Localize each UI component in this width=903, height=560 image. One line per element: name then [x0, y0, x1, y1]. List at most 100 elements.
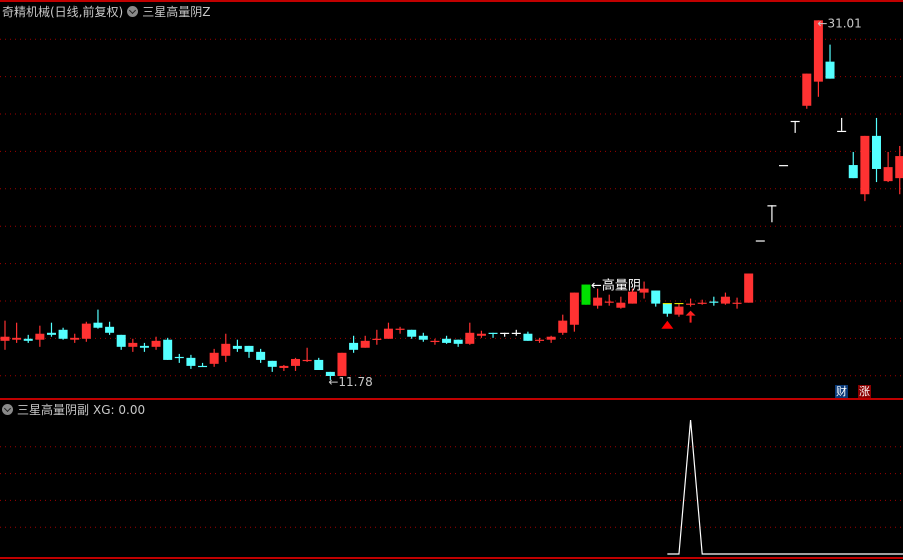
sub-title-bar: 三星高量阴副 XG: 0.00	[2, 401, 145, 418]
candle	[895, 145, 903, 195]
main-title-bar: 奇精机械(日线,前复权) 三星高量阴Z	[2, 3, 210, 20]
candle	[802, 73, 812, 109]
candle	[116, 334, 126, 350]
candle-body	[372, 338, 382, 340]
candle	[105, 321, 115, 335]
candle-body	[360, 340, 370, 348]
candle	[825, 44, 835, 79]
candle-body	[697, 302, 707, 304]
candle-body	[395, 328, 405, 330]
candle	[860, 135, 870, 202]
candle-body	[500, 332, 510, 334]
candle-body	[755, 240, 765, 242]
candle-body	[337, 352, 347, 376]
candle-body	[790, 120, 800, 123]
candle	[627, 288, 637, 304]
candle	[872, 117, 881, 183]
candle	[349, 335, 359, 353]
candle	[616, 296, 626, 309]
panel-divider[interactable]	[0, 398, 903, 400]
candle-body	[593, 297, 603, 306]
low-price-label: ←11.78	[328, 375, 372, 389]
candle	[674, 303, 684, 317]
candle-body	[418, 335, 428, 340]
candle-body	[383, 328, 393, 339]
arrow-up-shaft	[689, 315, 692, 323]
candle-body	[0, 336, 10, 341]
candle	[581, 284, 591, 305]
main-indicator-name[interactable]: 三星高量阴Z	[142, 5, 211, 19]
candle	[442, 335, 452, 344]
candle	[709, 296, 719, 306]
candle	[70, 333, 80, 343]
candle-body	[674, 306, 684, 315]
candle-body	[81, 323, 91, 339]
candle	[418, 332, 428, 342]
candle	[511, 329, 521, 336]
candle	[430, 338, 440, 345]
candle-body	[558, 320, 568, 333]
candle	[546, 335, 556, 343]
candle	[244, 345, 254, 358]
candle	[523, 331, 533, 341]
candle-body	[163, 339, 173, 360]
candle-body	[767, 205, 777, 207]
candle-body	[581, 284, 591, 305]
candle-body	[535, 339, 545, 341]
candle-body	[267, 360, 277, 367]
bottom-border	[0, 557, 903, 559]
candle-body	[23, 338, 33, 341]
candle-body	[46, 332, 56, 335]
candle	[395, 326, 405, 334]
candle-body	[430, 340, 440, 343]
candle	[883, 151, 893, 183]
candle	[23, 334, 33, 343]
candle	[186, 354, 196, 369]
candle-body	[616, 302, 626, 308]
candle-body	[116, 334, 126, 347]
candle-body	[686, 303, 696, 305]
candle	[732, 297, 742, 309]
candle	[93, 309, 103, 329]
candle	[81, 321, 91, 342]
candle-body	[12, 337, 22, 340]
top-border	[0, 0, 903, 2]
sub-indicator-name[interactable]: 三星高量阴副	[17, 403, 90, 417]
candle	[0, 320, 10, 350]
candle	[686, 298, 696, 307]
candle	[651, 290, 661, 307]
arrow-up-icon	[685, 310, 696, 316]
candle-body	[476, 333, 486, 336]
candle	[58, 327, 68, 340]
candle	[337, 352, 347, 376]
candle	[744, 273, 754, 303]
limit-up-badge[interactable]: 涨	[858, 385, 871, 398]
candle	[46, 322, 56, 337]
candle-body	[837, 130, 847, 133]
candle-body	[639, 288, 649, 293]
candle	[151, 336, 161, 350]
sub-indicator-menu-icon[interactable]	[2, 404, 13, 415]
candle	[604, 294, 614, 306]
candle-body	[35, 333, 45, 340]
indicator-menu-icon[interactable]	[127, 6, 139, 17]
candle-body	[442, 338, 452, 343]
signal-label: ←高量阴	[591, 278, 641, 294]
candle-body	[569, 292, 579, 325]
candle	[209, 348, 219, 367]
finance-badge[interactable]: 财	[835, 385, 848, 398]
candle	[837, 117, 847, 133]
candle	[12, 322, 22, 343]
candle	[453, 339, 463, 347]
candle-body	[465, 332, 475, 344]
candle-body	[256, 351, 266, 360]
candle-body	[302, 359, 312, 362]
candle	[139, 342, 149, 352]
candle	[302, 347, 312, 362]
candle	[476, 330, 486, 338]
candle	[465, 322, 475, 345]
candle	[569, 292, 579, 332]
candle-body	[291, 358, 300, 366]
candle-body	[523, 333, 533, 341]
